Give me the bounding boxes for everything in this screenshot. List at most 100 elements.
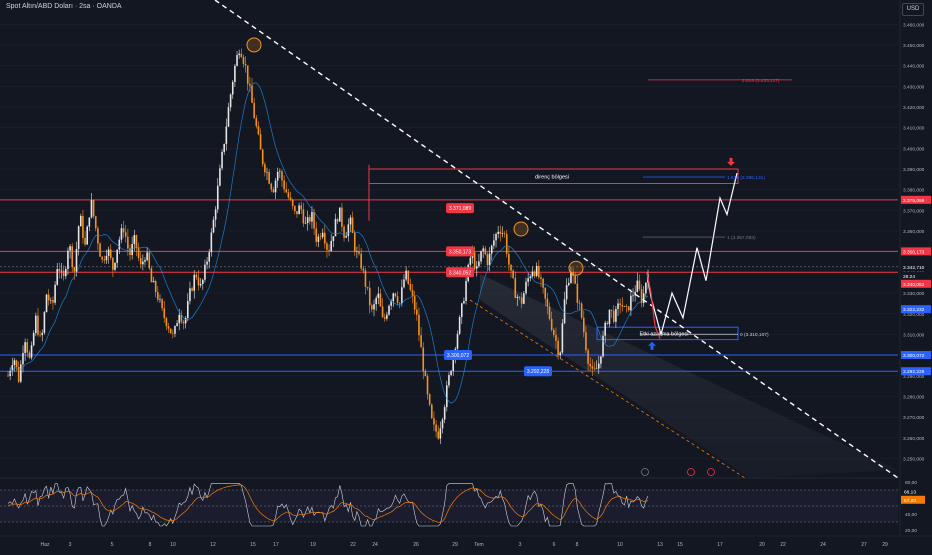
- candle-body: [520, 297, 523, 304]
- fib-level-label: 2.618 (3.433,117): [742, 78, 780, 84]
- candle-body: [377, 293, 380, 298]
- candle-body: [368, 287, 371, 306]
- swing-high-circle: [568, 260, 584, 276]
- price-tick-label: 3.320,000: [903, 312, 925, 318]
- level-label-text: 3.371,089: [449, 206, 471, 212]
- candle-body: [7, 375, 9, 377]
- candle-body: [523, 293, 525, 304]
- candle-body: [135, 235, 138, 249]
- candle-body: [32, 332, 35, 346]
- candle-body: [568, 282, 570, 286]
- candle-body: [343, 226, 345, 238]
- candle-body: [206, 261, 208, 265]
- candle-body: [625, 306, 628, 307]
- candle-body: [582, 317, 585, 333]
- candle-body: [28, 352, 31, 358]
- price-tick-label: 3.430,000: [903, 84, 925, 90]
- channel-lower-line: [469, 299, 746, 479]
- currency-button[interactable]: USD: [902, 3, 924, 16]
- candle-body: [386, 314, 388, 319]
- candle-body: [381, 306, 384, 318]
- candle-body: [550, 318, 553, 330]
- level-label-badge: [446, 203, 474, 214]
- candle-body: [409, 283, 412, 291]
- candle-body: [360, 253, 362, 269]
- arrow-head: [648, 341, 656, 346]
- candle-body: [266, 171, 268, 173]
- candle-body: [94, 216, 97, 229]
- candle-body: [514, 278, 517, 299]
- candle-body: [490, 245, 493, 254]
- candle-body: [580, 303, 583, 318]
- candle-body: [630, 295, 632, 311]
- candle-body: [330, 240, 333, 251]
- price-tick-label: 3.380,000: [903, 188, 925, 194]
- candle-body: [463, 300, 465, 304]
- time-tick-label: 5: [111, 542, 114, 548]
- candle-body: [39, 334, 41, 336]
- candle-body: [510, 264, 512, 271]
- candle-body: [172, 333, 174, 334]
- price-tick-label: 3.450,000: [903, 43, 925, 49]
- price-axis-badge: [901, 367, 931, 376]
- candle-body: [144, 260, 146, 262]
- candle-body: [309, 217, 311, 222]
- candle-body: [332, 236, 335, 241]
- time-tick-label: 19: [310, 542, 316, 548]
- candle-body: [195, 274, 198, 278]
- candle-body: [518, 296, 521, 298]
- candle-body: [349, 217, 352, 225]
- candle-body: [253, 102, 255, 119]
- time-tick-label: 15: [250, 542, 256, 548]
- candle-body: [159, 299, 161, 300]
- rsi-tick-label: 80,00: [905, 480, 917, 486]
- candle-body: [35, 315, 37, 333]
- time-tick-label: 26: [413, 542, 419, 548]
- candle-body: [557, 340, 559, 356]
- candle-body: [388, 305, 390, 315]
- candle-body: [302, 209, 305, 224]
- candle-body: [383, 317, 386, 319]
- candle-body: [499, 231, 502, 234]
- candle-body: [610, 309, 613, 311]
- candle-body: [533, 271, 536, 276]
- candle-body: [338, 207, 341, 222]
- candle-body: [445, 385, 448, 408]
- fib-level-label: 1 (3.357,093): [727, 235, 756, 241]
- candle-body: [535, 265, 538, 276]
- price-axis-badge: [901, 247, 931, 256]
- level-label-text: 3.300,072: [447, 353, 469, 359]
- candle-body: [458, 317, 461, 334]
- time-tick-label: 12: [210, 542, 216, 548]
- candle-body: [627, 306, 630, 311]
- candle-body: [606, 322, 609, 325]
- candle-body: [488, 253, 491, 266]
- candle-body: [227, 107, 230, 127]
- candle-body: [169, 328, 172, 334]
- candle-body: [591, 366, 594, 369]
- candle-body: [379, 293, 382, 307]
- candle-body: [548, 306, 551, 319]
- candle-body: [529, 276, 532, 279]
- candle-body: [240, 53, 243, 58]
- candle-body: [114, 262, 116, 270]
- candle-body: [47, 294, 50, 301]
- candle-body: [595, 368, 598, 370]
- arrow-down-icon: [727, 157, 735, 166]
- candle-body: [208, 252, 211, 262]
- candle-body: [525, 281, 527, 294]
- candle-body: [152, 280, 155, 283]
- event-icon: [707, 468, 715, 476]
- price-tick-label: 3.440,000: [903, 64, 925, 70]
- candle-body: [92, 199, 95, 217]
- candle-body: [390, 301, 392, 306]
- candle-body: [150, 268, 153, 283]
- candle-body: [223, 143, 225, 152]
- candle-body: [236, 55, 238, 66]
- candle-body: [433, 418, 435, 425]
- arrow-up-icon: [648, 341, 656, 350]
- candle-body: [26, 342, 29, 353]
- price-axis-badge-text: 3.300,072: [903, 353, 925, 359]
- candle-body: [364, 270, 367, 287]
